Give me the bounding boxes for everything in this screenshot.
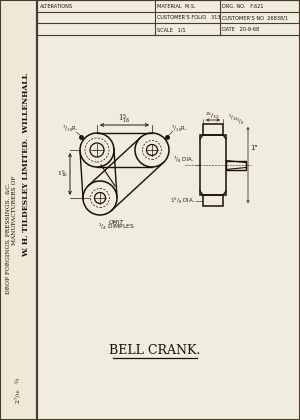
Text: DRG. NO.   F.621: DRG. NO. F.621: [222, 4, 263, 9]
Text: $^7$/$_{16}$R.: $^7$/$_{16}$R.: [62, 124, 78, 134]
Text: SCALE   1/1: SCALE 1/1: [157, 27, 186, 32]
Bar: [226, 160, 246, 170]
Bar: [0, 0, 37, 420]
Text: $^7$/$_8$ DIA.: $^7$/$_8$ DIA.: [173, 155, 195, 165]
Text: $^{25}$/$_{32}$: $^{25}$/$_{32}$: [206, 111, 220, 121]
Text: 1$^5$/$_8$ DIA.: 1$^5$/$_8$ DIA.: [170, 195, 195, 205]
Text: OMIT: OMIT: [108, 220, 124, 225]
Text: $^1$/$_4$ DIMPLES: $^1$/$_4$ DIMPLES: [98, 222, 134, 232]
Bar: [200, 135, 226, 195]
Bar: [37, 0, 300, 420]
Text: MANUFACTURERS OF: MANUFACTURERS OF: [13, 175, 17, 245]
Text: CUSTOMER'S FOLIO   313: CUSTOMER'S FOLIO 313: [157, 15, 220, 20]
Text: ALTERATIONS: ALTERATIONS: [40, 4, 73, 9]
Text: DATE   20-9-68: DATE 20-9-68: [222, 27, 259, 32]
Text: CUSTOMER'S NO  26838/1: CUSTOMER'S NO 26838/1: [222, 15, 288, 20]
Text: DROP FORGINGS, PRESSINGS.  &C.: DROP FORGINGS, PRESSINGS. &C.: [5, 182, 10, 294]
Text: W. H. TILDESLEY LIMITED.  WILLENHALL: W. H. TILDESLEY LIMITED. WILLENHALL: [22, 73, 30, 257]
Bar: [203, 124, 223, 135]
Text: 1": 1": [250, 145, 258, 151]
Text: $^7$/$_{16}$R.: $^7$/$_{16}$R.: [171, 124, 187, 134]
Text: 1$^{5}_{16}$: 1$^{5}_{16}$: [57, 168, 68, 179]
Text: $^3$/$_{32}$: $^3$/$_{32}$: [228, 113, 238, 123]
Text: BELL CRANK.: BELL CRANK.: [109, 344, 201, 357]
Text: MATERIAL  M.S.: MATERIAL M.S.: [157, 4, 196, 9]
Text: 1$^{5}_{16}$: 1$^{5}_{16}$: [118, 113, 131, 126]
Bar: [203, 195, 223, 206]
Text: $^3$/$_8$: $^3$/$_8$: [236, 117, 244, 127]
Text: 2⁷/₁₆   ¾: 2⁷/₁₆ ¾: [15, 377, 21, 403]
Bar: [0, 0, 37, 420]
Bar: [37, 0, 300, 420]
